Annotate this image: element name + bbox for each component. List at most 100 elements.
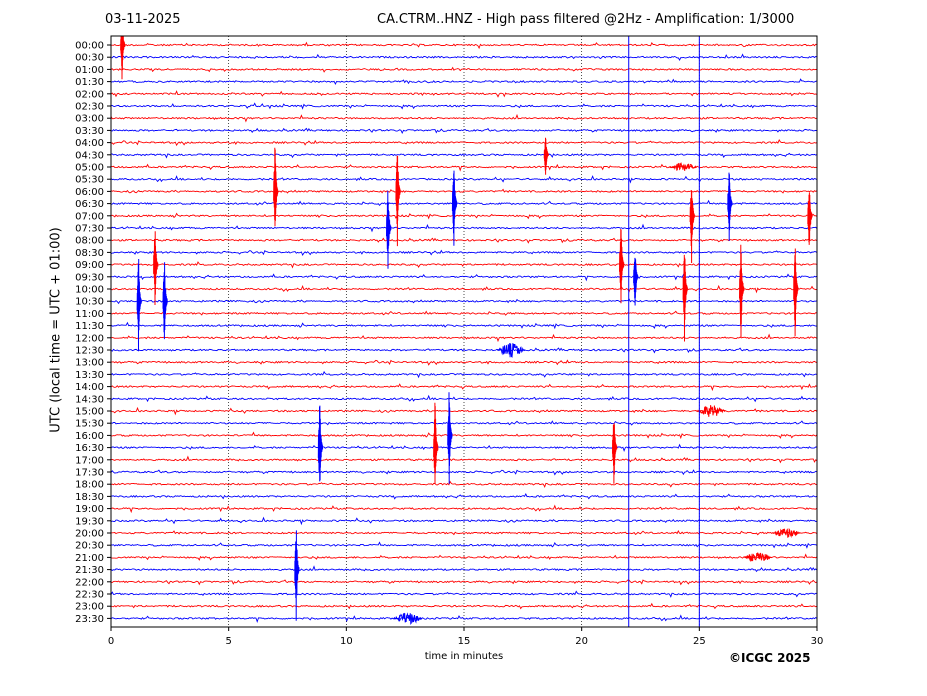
seismic-event: [433, 402, 439, 484]
trace-row: [111, 310, 817, 316]
y-tick-label: 01:30: [75, 77, 104, 88]
y-tick-label: 10:00: [75, 285, 104, 296]
y-tick-label: 01:00: [75, 65, 104, 76]
y-tick-label: 03:00: [75, 114, 104, 125]
x-tick-label: 10: [340, 636, 353, 647]
trace-row: [111, 212, 817, 220]
y-tick-label: 00:30: [75, 53, 104, 64]
y-tick-label: 14:30: [75, 394, 104, 405]
trace-row: [111, 614, 817, 623]
y-tick-label: 09:30: [75, 272, 104, 283]
seismic-event: [633, 257, 639, 306]
copyright-notice: ©ICGC 2025: [729, 651, 811, 665]
y-tick-label: 23:30: [75, 614, 104, 625]
trace-row: [111, 431, 817, 440]
y-tick-label: 15:00: [75, 407, 104, 418]
seismic-event: [739, 244, 745, 338]
y-tick-label: 22:00: [75, 577, 104, 588]
trace-row: [111, 237, 817, 244]
trace-row: [111, 102, 817, 110]
x-tick-label: 5: [225, 636, 231, 647]
seismic-event: [153, 231, 159, 306]
y-tick-label: 23:00: [75, 602, 104, 613]
x-axis-label: time in minutes: [424, 651, 504, 662]
seismic-event: [793, 248, 799, 337]
seismic-event: [317, 405, 324, 482]
y-tick-label: 13:00: [75, 358, 104, 369]
x-tick-label: 0: [108, 636, 114, 647]
seismic-event: [273, 147, 279, 227]
y-tick-label: 12:30: [75, 346, 104, 357]
y-tick-label: 11:30: [75, 321, 104, 332]
y-tick-label: 13:30: [75, 370, 104, 381]
trace-row: [111, 359, 817, 366]
y-tick-label: 04:00: [75, 138, 104, 149]
y-tick-label: 16:30: [75, 443, 104, 454]
x-tick-label: 20: [575, 636, 588, 647]
y-tick-label: 06:00: [75, 187, 104, 198]
y-tick-label: 07:30: [75, 224, 104, 235]
y-tick-label: 16:00: [75, 431, 104, 442]
trace-row: [111, 383, 817, 392]
y-tick-label: 11:00: [75, 309, 104, 320]
y-tick-label: 19:30: [75, 516, 104, 527]
y-tick-label: 20:00: [75, 529, 104, 540]
y-tick-label: 17:30: [75, 468, 104, 479]
y-tick-label: 22:30: [75, 590, 104, 601]
y-tick-label: 21:00: [75, 553, 104, 564]
y-tick-label: 02:00: [75, 89, 104, 100]
y-tick-label: 05:00: [75, 163, 104, 174]
y-tick-label: 10:30: [75, 297, 104, 308]
y-tick-label: 06:30: [75, 199, 104, 210]
trace-row: [111, 469, 817, 476]
seismic-event: [447, 392, 453, 484]
trace-row: [111, 492, 817, 500]
seismic-event: [612, 423, 618, 484]
minute-markers: [628, 36, 700, 627]
seismic-event: [496, 343, 526, 358]
trace-row: [111, 41, 817, 50]
y-tick-label: 02:30: [75, 102, 104, 113]
y-tick-label: 18:00: [75, 480, 104, 491]
y-tick-label: 15:30: [75, 419, 104, 430]
seismic-event: [162, 262, 168, 340]
y-tick-label: 20:30: [75, 541, 104, 552]
trace-row: [111, 298, 817, 305]
y-tick-label: 18:30: [75, 492, 104, 503]
trace-row: [111, 249, 817, 256]
y-tick-label: 12:00: [75, 333, 104, 344]
y-tick-label: 19:00: [75, 504, 104, 515]
seismic-event: [451, 170, 458, 246]
seismic-event: [619, 228, 625, 304]
y-tick-label: 05:30: [75, 175, 104, 186]
y-tick-label: 07:00: [75, 211, 104, 222]
seismic-event: [697, 405, 726, 417]
plot-date: 03-11-2025: [105, 12, 181, 27]
seismic-event: [807, 192, 813, 245]
seismic-event: [772, 527, 801, 539]
y-tick-label: 03:30: [75, 126, 104, 137]
seismic-event: [668, 162, 697, 171]
seismic-event: [744, 552, 773, 562]
seismic-event: [682, 254, 688, 342]
seismic-event: [294, 530, 300, 621]
y-tick-label: 08:30: [75, 248, 104, 259]
y-tick-label: 17:00: [75, 455, 104, 466]
y-tick-label: 08:00: [75, 236, 104, 247]
plot-frame: [110, 35, 818, 628]
seismic-event: [395, 155, 401, 247]
trace-row: [111, 602, 817, 610]
seismic-event: [386, 190, 392, 269]
x-tick-label: 25: [693, 636, 706, 647]
y-tick-label: 09:00: [75, 260, 104, 271]
y-tick-label: 14:00: [75, 382, 104, 393]
trace-row: [111, 53, 817, 61]
x-tick-label: 30: [811, 636, 824, 647]
trace-row: [111, 90, 817, 98]
y-tick-label: 04:30: [75, 150, 104, 161]
y-tick-label: 00:00: [75, 41, 104, 52]
seismic-event: [136, 258, 142, 352]
seismic-event: [727, 172, 733, 242]
